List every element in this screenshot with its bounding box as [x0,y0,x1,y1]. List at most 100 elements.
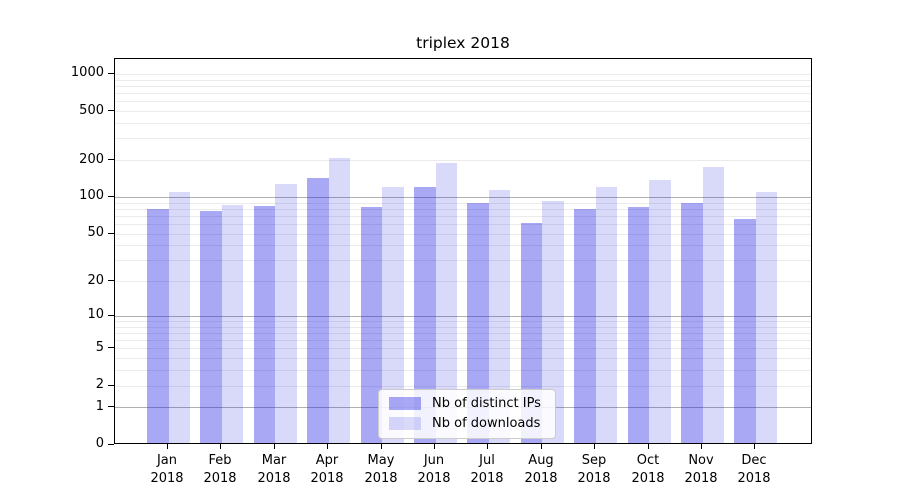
y-tick-200 [108,159,114,160]
bar--downloads-apr-2018 [328,157,351,443]
gridline-80 [115,209,811,210]
y-tick-label-20: 20 [87,273,104,288]
legend-swatch-downloads-icon [389,417,421,430]
bar--distinct-ips-jun-2018 [414,187,436,443]
y-tick-5 [108,347,114,348]
y-tick-10 [108,315,114,316]
x-tick-oct-2018 [648,444,649,449]
y-tick-label-500: 500 [79,103,104,118]
y-tick-label-200: 200 [79,152,104,167]
gridline-7 [115,333,811,334]
bar--distinct-ips-mar-2018 [253,206,276,443]
x-tick-jul-2018 [487,444,488,449]
gridline-600 [115,101,811,102]
bar--distinct-ips-sep-2018 [574,209,596,443]
bar--downloads-may-2018 [382,186,404,443]
bar--downloads-feb-2018 [221,205,244,443]
gridline-2 [115,386,811,387]
y-tick-label-10: 10 [87,307,104,322]
gridline-70 [115,216,811,217]
bar--downloads-aug-2018 [542,201,564,443]
gridline-900 [115,80,811,81]
bar--distinct-ips-jul-2018 [467,202,489,443]
bar--distinct-ips-oct-2018 [627,206,650,443]
x-tick-label-jan-2018: Jan 2018 [150,453,184,487]
x-tick-sep-2018 [594,444,595,449]
x-tick-label-may-2018: May 2018 [364,453,398,487]
x-tick-jun-2018 [434,444,435,449]
bar--distinct-ips-may-2018 [360,206,383,443]
legend-item-distinct-ips: Nb of distinct IPs [389,397,541,410]
gridline-40 [115,245,811,246]
gridline-1000 [115,74,811,75]
gridline-90 [115,203,811,204]
gridline-20 [115,281,811,282]
gridline-700 [115,93,811,94]
bar--distinct-ips-apr-2018 [307,177,329,443]
plot-area [114,58,812,444]
gridline-200 [115,160,811,161]
gridline-10 [115,316,811,317]
x-tick-dec-2018 [754,444,755,449]
gridline-60 [115,224,811,225]
bar--downloads-jul-2018 [488,190,511,443]
x-tick-label-aug-2018: Aug 2018 [524,453,558,487]
x-tick-label-feb-2018: Feb 2018 [203,453,237,487]
gridline-8 [115,327,811,328]
x-tick-label-sep-2018: Sep 2018 [577,453,611,487]
bar--distinct-ips-jan-2018 [147,209,169,443]
bar--downloads-mar-2018 [275,184,297,443]
gridline-30 [115,260,811,261]
bar--distinct-ips-dec-2018 [734,219,756,443]
y-tick-label-0: 0 [95,436,104,451]
x-tick-label-jul-2018: Jul 2018 [470,453,504,487]
y-tick-label-100: 100 [79,188,104,203]
x-tick-label-jun-2018: Jun 2018 [417,453,451,487]
gridline-5 [115,348,811,349]
gridline-50 [115,234,811,235]
y-tick-label-5: 5 [95,340,104,355]
bar--downloads-nov-2018 [702,166,724,443]
y-tick-label-50: 50 [87,225,104,240]
x-tick-may-2018 [381,444,382,449]
bar--downloads-jun-2018 [435,162,457,443]
gridline-6 [115,340,811,341]
bar--downloads-oct-2018 [649,180,671,443]
x-tick-label-apr-2018: Apr 2018 [310,453,344,487]
x-tick-nov-2018 [701,444,702,449]
y-tick-1 [108,406,114,407]
y-tick-2 [108,385,114,386]
y-tick-500 [108,110,114,111]
bar--distinct-ips-aug-2018 [520,222,543,443]
bar--downloads-jan-2018 [168,192,190,443]
x-tick-feb-2018 [220,444,221,449]
legend-swatch-distinct-ips-icon [389,397,421,410]
y-tick-label-1: 1 [95,399,104,414]
y-tick-50 [108,233,114,234]
y-tick-1000 [108,73,114,74]
x-tick-jan-2018 [167,444,168,449]
gridline-100 [115,197,811,198]
legend-label-distinct-ips: Nb of distinct IPs [432,396,541,411]
gridline-3 [115,370,811,371]
y-tick-label-1000: 1000 [70,65,104,80]
gridline-800 [115,86,811,87]
gridline-400 [115,123,811,124]
y-tick-100 [108,196,114,197]
y-tick-20 [108,280,114,281]
legend-item-downloads: Nb of downloads [389,417,541,430]
gridline-300 [115,138,811,139]
y-tick-label-2: 2 [95,377,104,392]
x-tick-label-mar-2018: Mar 2018 [257,453,291,487]
x-tick-label-oct-2018: Oct 2018 [631,453,665,487]
x-tick-mar-2018 [274,444,275,449]
y-tick-0 [108,444,114,445]
bar--downloads-dec-2018 [755,191,778,443]
x-tick-label-nov-2018: Nov 2018 [684,453,718,487]
gridline-4 [115,358,811,359]
x-tick-label-dec-2018: Dec 2018 [737,453,771,487]
legend: Nb of distinct IPs Nb of downloads [378,389,556,439]
x-tick-apr-2018 [327,444,328,449]
